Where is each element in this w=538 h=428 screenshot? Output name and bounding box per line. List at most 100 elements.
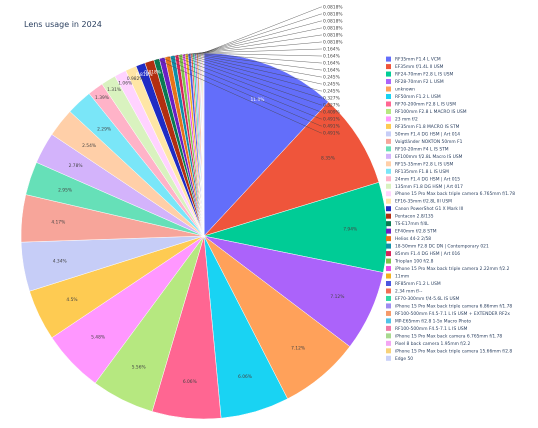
slice-value-label: 1.31% xyxy=(107,87,121,93)
legend-item[interactable]: Trioplan 100 f/2.8 xyxy=(386,258,434,265)
pie-slice[interactable] xyxy=(203,181,388,273)
legend-swatch xyxy=(386,64,391,70)
legend-item[interactable]: iPhone 15 Pro Max back triple camera 6.7… xyxy=(386,191,515,197)
legend-item[interactable]: 2.34 mm f/-- xyxy=(386,288,423,294)
legend-item[interactable]: 85mm F1.4 DG HSM | Art 016 xyxy=(386,251,460,257)
legend-item[interactable]: RF10-20mm F4 L IS STM xyxy=(386,146,449,152)
legend-swatch xyxy=(386,310,391,316)
slice-value-label: 2.29% xyxy=(97,126,111,132)
legend-item[interactable]: iPhone 15 Pro Max back triple camera 6.8… xyxy=(386,303,512,309)
legend-item[interactable]: EF16-35mm f/2.8L III USM xyxy=(386,198,452,205)
legend-swatch xyxy=(386,183,391,189)
legend-item[interactable]: RF35mm F1.4 L VCM xyxy=(386,56,441,63)
slice-leader-line xyxy=(180,54,322,99)
legend-item[interactable]: iPhone 15 Pro Max back camera 6.765mm f/… xyxy=(386,333,502,339)
legend-item[interactable]: Voigtländer NOKTON 50mm F1 xyxy=(386,138,463,145)
legend-item[interactable]: Pixel 8 back camera 1.95mm f/2.2 xyxy=(386,340,470,347)
legend-item[interactable]: TS-E17mm f/4L xyxy=(386,221,429,227)
legend-item[interactable]: iPhone 15 Pro Max back triple camera 15.… xyxy=(386,348,512,354)
legend-swatch xyxy=(386,206,391,212)
pie-slice[interactable] xyxy=(203,101,380,237)
legend-label: Pixel 8 back camera 1.95mm f/2.2 xyxy=(395,341,470,347)
slice-value-label: 2.95% xyxy=(58,187,72,193)
legend-swatch xyxy=(386,281,391,286)
slice-value-label: 4.5% xyxy=(66,297,77,303)
slice-leader-line xyxy=(203,6,322,54)
slice-leader-line xyxy=(183,53,322,92)
slice-leader-line xyxy=(186,53,322,85)
legend-item[interactable]: MP-E65mm f/2.8 1-5x Macro Photo xyxy=(386,318,471,324)
legend-item[interactable]: iPhone 15 Pro Max back triple camera 2.2… xyxy=(386,266,510,272)
legend-swatch xyxy=(386,243,391,249)
legend-item[interactable]: EF100mm f/2.8L Macro IS USM xyxy=(386,153,463,160)
legend-label: EF100mm f/2.8L Macro IS USM xyxy=(395,154,463,160)
slice-value-label: 0.327% xyxy=(323,103,340,109)
slice-value-label: 0.164% xyxy=(323,54,340,60)
slice-value-label: 0.491% xyxy=(323,124,340,130)
legend-item[interactable]: Helios 44-2 2/58 xyxy=(386,236,431,242)
legend-item[interactable]: Edge 50 xyxy=(386,355,413,362)
slice-value-label: 0.245% xyxy=(323,75,340,81)
legend-label: RF100mm F2.8 L MACRO IS USM xyxy=(395,109,467,115)
slice-value-label: 11.9% xyxy=(251,97,265,103)
legend-swatch xyxy=(386,131,391,137)
slice-value-label: 5.48% xyxy=(91,335,105,341)
legend-item[interactable]: 23 mm f/2 xyxy=(386,116,418,122)
legend-item[interactable]: 24mm F1.4 DG HSM | Art 015 xyxy=(386,176,460,182)
legend-label: RF100-500mm F4.5-7.1 L IS USM + EXTENDER… xyxy=(395,311,510,317)
slice-value-label: 0.818% xyxy=(144,69,161,75)
slice-labels: 11.9% 8.35% 7.94% 7.12% 7.12% 6.06% 6.06% 5.56%… xyxy=(51,5,357,386)
slice-leader-line xyxy=(189,53,322,78)
legend-item[interactable]: EF70-300mm f/4-5.6L IS USM xyxy=(386,295,460,302)
slice-value-label: 0.409% xyxy=(323,110,340,116)
legend-label: iPhone 15 Pro Max back triple camera 6.8… xyxy=(395,303,512,309)
slice-value-label: 0.0818% xyxy=(323,40,343,46)
legend-swatch xyxy=(386,295,391,301)
legend-item[interactable]: Canon PowerShot G1 X Mark III xyxy=(386,206,463,212)
legend-label: 24mm F1.4 DG HSM | Art 015 xyxy=(395,176,460,182)
legend-swatch xyxy=(386,348,391,354)
slice-value-label: 4.34% xyxy=(53,258,67,264)
legend-item[interactable]: 50mm F1.4 DG HSM | Art 014 xyxy=(386,131,460,137)
legend-item[interactable]: RF50mm F1.2 L USM xyxy=(386,94,441,100)
legend-item[interactable]: RF15-35mm F2.8 L IS USM xyxy=(386,161,454,167)
legend-label: RF50mm F1.2 L USM xyxy=(395,94,441,100)
legend-item[interactable]: RF135mm F1.8 L IS USM xyxy=(386,168,449,175)
legend-swatch xyxy=(386,340,391,346)
legend-label: iPhone 15 Pro Max back triple camera 2.2… xyxy=(395,266,510,272)
legend-label: 85mm F1.4 DG HSM | Art 016 xyxy=(395,251,460,257)
legend-swatch xyxy=(386,303,391,309)
slice-value-label: 0.0818% xyxy=(323,5,343,11)
legend-item[interactable]: RF70-200mm F2.8 L IS USM xyxy=(386,101,456,107)
legend-item[interactable]: 135mm F1.8 DG HSM | Art 017 xyxy=(386,183,463,190)
legend-label: RF28-70mm F2 L USM xyxy=(395,79,444,85)
legend-item[interactable]: RF100-500mm F4.5-7.1 L IS USM xyxy=(386,325,468,332)
legend-item[interactable]: 11mm xyxy=(386,273,409,280)
slice-leader-line xyxy=(172,55,322,113)
legend-item[interactable]: RF85mm F1.2 L USM xyxy=(386,281,441,287)
slice-leader-line xyxy=(201,20,322,54)
legend-item[interactable]: RF100-500mm F4.5-7.1 L IS USM + EXTENDER… xyxy=(386,310,510,317)
pie-slice[interactable] xyxy=(203,52,329,237)
legend-item[interactable]: RF35mm F1.8 MACRO IS STM xyxy=(386,123,460,130)
legend-label: 50mm F1.4 DG HSM | Art 014 xyxy=(395,131,460,137)
slice-value-label: 0.327% xyxy=(323,96,340,102)
legend-item[interactable]: EF40mm f/2.8 STM xyxy=(386,228,437,235)
legend-label: TS-E17mm f/4L xyxy=(394,221,429,227)
legend-swatch xyxy=(386,191,391,197)
legend-item[interactable]: Pentacon 2.8/135 xyxy=(386,213,434,220)
slice-value-label: 0.491% xyxy=(323,131,340,137)
legend-label: EF35mm f/1.4L II USM xyxy=(395,64,444,70)
legend-item[interactable]: RF28-70mm F2 L USM xyxy=(386,79,444,85)
legend-item[interactable]: RF24-70mm F2.8 L IS USM xyxy=(386,71,454,78)
legend-item[interactable]: EF35mm f/1.4L II USM xyxy=(386,64,444,70)
legend-item[interactable]: unknown xyxy=(386,86,415,93)
legend-item[interactable]: 18-50mm F2.8 DC DN | Contemporary 021 xyxy=(386,243,489,250)
legend-label: 18-50mm F2.8 DC DN | Contemporary 021 xyxy=(395,244,489,250)
legend-item[interactable]: RF100mm F2.8 L MACRO IS USM xyxy=(386,108,467,115)
slice-leader-line xyxy=(195,53,322,57)
chart-title: Lens usage in 2024 xyxy=(24,20,102,29)
legend-label: Helios 44-2 2/58 xyxy=(395,236,431,242)
legend-label: EF16-35mm f/2.8L III USM xyxy=(395,199,452,205)
legend-swatch xyxy=(386,236,391,242)
